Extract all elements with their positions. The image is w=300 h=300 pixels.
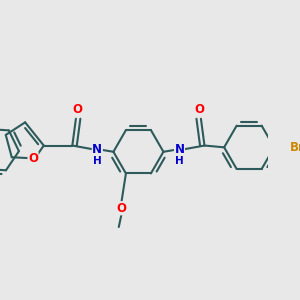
Text: O: O [116, 202, 126, 215]
Text: Br: Br [290, 141, 300, 154]
Text: H: H [93, 156, 102, 166]
Text: O: O [28, 152, 38, 165]
Text: O: O [73, 103, 83, 116]
Text: O: O [194, 103, 204, 116]
Text: H: H [175, 156, 184, 166]
Text: N: N [175, 143, 184, 157]
Text: N: N [92, 143, 102, 157]
